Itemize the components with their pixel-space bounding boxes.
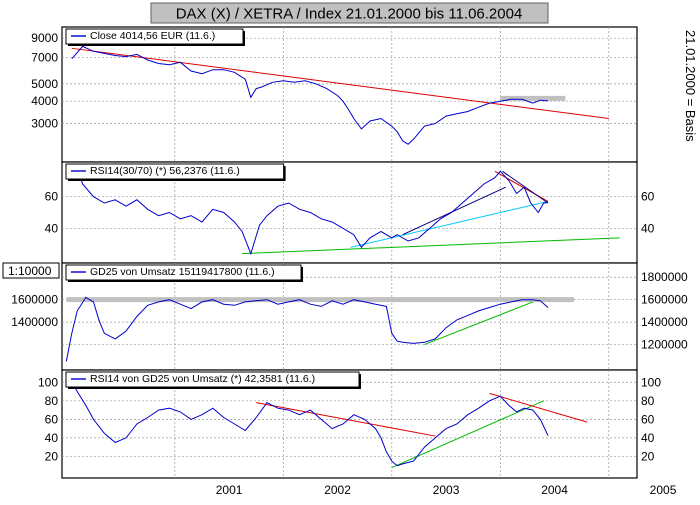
series-line	[71, 166, 549, 256]
trend-line	[489, 392, 588, 423]
y-tick-label-left: 1400000	[11, 315, 58, 329]
y-tick-label-left: 20	[45, 449, 59, 463]
y-tick-label-right: 60	[641, 190, 655, 204]
chart-header: DAX (X) / XETRA / Index 21.01.2000 bis 1…	[150, 2, 549, 24]
panel-frame	[61, 161, 638, 264]
y-tick-label-left: 3000	[31, 117, 58, 131]
y-tick-label-right: 1400000	[641, 315, 688, 329]
x-axis: 2001 2002 2003 2004 2005	[216, 483, 677, 497]
y-tick-label-right: 60	[641, 412, 655, 426]
y-tick-label-left: 100	[38, 375, 58, 389]
y-tick-label-left: 5000	[31, 77, 58, 91]
trend-line	[350, 200, 549, 248]
x-tick-label: 2001	[216, 483, 243, 497]
y-tick-label-right: 80	[641, 394, 655, 408]
panel-1: 9000 7000 5000 4000 3000 Close 4014,56 EUR (1…	[31, 26, 638, 163]
series-line	[71, 45, 549, 145]
series-line	[71, 382, 549, 467]
legend-box	[65, 264, 302, 281]
panel-frame	[61, 26, 638, 163]
y-tick-label-right: 1600000	[641, 293, 688, 307]
panel-2: 60 40 60 40 RSI14(30/70) (*) 56,2376 (11.6.)	[45, 161, 655, 264]
panel-4: 100 80 60 40 20 100 80 60 40 20 RSI14 von GD25 von…	[38, 369, 661, 479]
chart-panels: 9000 7000 5000 4000 3000 Close 4014,56 EUR (1…	[11, 26, 688, 479]
title-box	[150, 2, 549, 24]
legend: Close 4014,56 EUR (11.6.)	[65, 28, 245, 46]
x-tick-label: 2005	[650, 483, 677, 497]
scale-label-box: 1:10000	[2, 262, 60, 279]
trend-line	[256, 402, 436, 437]
y-tick-label-left: 40	[45, 221, 59, 235]
legend-box	[65, 28, 244, 45]
y-tick-label-right: 1800000	[641, 270, 688, 284]
y-tick-label-right: 40	[641, 221, 655, 235]
legend: RSI14 von GD25 von Umsatz (*) 42,3581 (1…	[65, 371, 361, 389]
legend-box	[65, 163, 285, 180]
legend-label: RSI14 von GD25 von Umsatz (*) 42,3581 (1…	[90, 373, 315, 385]
series-line	[65, 296, 549, 362]
y-tick-label-right: 1200000	[641, 338, 688, 352]
x-tick-label: 2004	[541, 483, 568, 497]
y-tick-label-left: 1600000	[11, 293, 58, 307]
y-tick-label-left: 80	[45, 394, 59, 408]
x-tick-label: 2002	[324, 483, 351, 497]
x-tick-label: 2003	[433, 483, 460, 497]
y-tick-label-left: 40	[45, 431, 59, 445]
legend-box	[65, 371, 360, 388]
trend-line	[242, 237, 620, 255]
legend: RSI14(30/70) (*) 56,2376 (11.6.)	[65, 163, 286, 181]
trend-line	[71, 47, 609, 120]
y-tick-label-left: 7000	[31, 51, 58, 65]
y-tick-label-left: 60	[45, 190, 59, 204]
legend-label: RSI14(30/70) (*) 56,2376 (11.6.)	[90, 165, 240, 177]
scale-label: 1:10000	[8, 264, 52, 278]
y-tick-label-right: 20	[641, 449, 655, 463]
panel-3: 1600000 1400000 1800000 1600000 1400000 12000…	[11, 262, 688, 371]
trend-line	[402, 186, 506, 236]
panel-plot-area	[65, 296, 575, 362]
trend-line	[424, 301, 534, 346]
legend-label: Close 4014,56 EUR (11.6.)	[90, 30, 215, 42]
y-tick-label-left: 60	[45, 412, 59, 426]
y-tick-label-right: 40	[641, 431, 655, 445]
legend-label: GD25 von Umsatz 15119417800 (11.6.)	[90, 266, 275, 278]
y-tick-label-left: 4000	[31, 94, 58, 108]
legend: GD25 von Umsatz 15119417800 (11.6.)	[65, 264, 303, 282]
trend-line	[502, 170, 549, 204]
panel-plot-area	[71, 382, 588, 469]
y-tick-label-left: 9000	[31, 31, 58, 45]
panel-plot-area	[71, 166, 620, 256]
chart-title: DAX (X) / XETRA / Index 21.01.2000 bis 1…	[176, 6, 523, 23]
y-tick-label-right: 100	[641, 375, 661, 389]
panel-plot-area	[71, 45, 609, 145]
side-basis-label: 21.01.2000 = Basis	[683, 30, 698, 142]
